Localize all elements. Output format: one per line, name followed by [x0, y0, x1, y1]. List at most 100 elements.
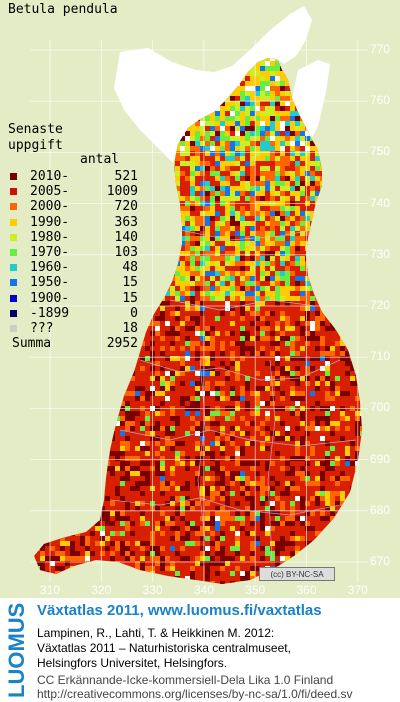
observation-cell [160, 271, 165, 276]
observation-cell [80, 356, 85, 361]
observation-cell [220, 586, 225, 591]
observation-cell [215, 511, 220, 516]
observation-cell [300, 501, 305, 506]
observation-cell [75, 506, 80, 511]
observation-cell [120, 421, 125, 426]
observation-cell [205, 211, 210, 216]
observation-cell [340, 186, 345, 191]
observation-cell [35, 491, 40, 496]
observation-cell [250, 541, 255, 546]
observation-cell [220, 296, 225, 301]
observation-cell [85, 86, 90, 91]
observation-cell [230, 431, 235, 436]
observation-cell [140, 226, 145, 231]
observation-cell [215, 261, 220, 266]
observation-cell [285, 136, 290, 141]
observation-cell [125, 441, 130, 446]
observation-cell [80, 541, 85, 546]
cc-license-badge[interactable]: (cc) BY-NC-SA [259, 567, 335, 581]
observation-cell [50, 156, 55, 161]
observation-cell [60, 86, 65, 91]
observation-cell [165, 181, 170, 186]
observation-cell [110, 96, 115, 101]
observation-cell [300, 551, 305, 556]
observation-cell [34, 58, 35, 61]
observation-cell [335, 151, 340, 156]
legend-swatch [10, 249, 17, 256]
atlas-title-link[interactable]: Växtatlas 2011, www.luomus.fi/vaxtatlas [37, 602, 322, 619]
observation-cell [70, 81, 75, 86]
observation-cell [285, 251, 290, 256]
observation-cell [175, 166, 180, 171]
observation-cell [215, 286, 220, 291]
observation-cell [280, 96, 285, 101]
legend-count: 48 [122, 260, 138, 276]
observation-cell [275, 546, 280, 551]
license-url[interactable]: http://creativecommons.org/licenses/by-n… [37, 687, 353, 701]
observation-cell [255, 211, 260, 216]
observation-cell [320, 341, 325, 346]
observation-cell [175, 276, 180, 281]
observation-cell [215, 491, 220, 496]
observation-cell [130, 576, 135, 581]
observation-cell [180, 501, 185, 506]
observation-cell [305, 181, 310, 186]
observation-cell [190, 141, 195, 146]
observation-cell [220, 161, 225, 166]
observation-cell [205, 426, 210, 431]
observation-cell [205, 216, 210, 221]
observation-cell [165, 261, 170, 266]
observation-cell [270, 76, 275, 81]
observation-cell [120, 481, 125, 486]
observation-cell [230, 291, 235, 296]
observation-cell [60, 446, 65, 451]
observation-cell [365, 121, 370, 126]
observation-cell [365, 436, 370, 441]
observation-cell [340, 501, 345, 506]
observation-cell [230, 221, 235, 226]
observation-cell [200, 546, 205, 551]
observation-cell [235, 511, 240, 516]
observation-cell [75, 396, 80, 401]
observation-cell [145, 156, 150, 161]
observation-cell [210, 58, 215, 61]
observation-cell [105, 101, 110, 106]
observation-cell [205, 571, 210, 576]
observation-cell [65, 106, 70, 111]
observation-cell [325, 58, 330, 61]
observation-cell [270, 121, 275, 126]
observation-cell [225, 191, 230, 196]
observation-cell [340, 226, 345, 231]
observation-cell [310, 191, 315, 196]
observation-cell [325, 186, 330, 191]
observation-cell [280, 541, 285, 546]
observation-cell [345, 206, 350, 211]
observation-cell [315, 281, 320, 286]
observation-cell [255, 306, 260, 311]
observation-cell [330, 291, 335, 296]
observation-cell [310, 481, 315, 486]
observation-cell [205, 501, 210, 506]
observation-cell [85, 556, 90, 561]
observation-cell [260, 246, 265, 251]
observation-cell [265, 311, 270, 316]
observation-cell [40, 561, 45, 566]
observation-cell [130, 376, 135, 381]
observation-cell [95, 111, 100, 116]
observation-cell [35, 501, 40, 506]
observation-cell [175, 306, 180, 311]
observation-cell [280, 111, 285, 116]
observation-cell [250, 186, 255, 191]
observation-cell [325, 456, 330, 461]
observation-cell [65, 436, 70, 441]
observation-cell [260, 316, 265, 321]
observation-cell [240, 156, 245, 161]
observation-cell [75, 146, 80, 151]
observation-cell [225, 471, 230, 476]
observation-cell [260, 91, 265, 96]
observation-cell [290, 456, 295, 461]
observation-cell [220, 146, 225, 151]
y-tick-label: 700 [370, 400, 391, 415]
observation-cell [315, 236, 320, 241]
observation-cell [270, 126, 275, 131]
